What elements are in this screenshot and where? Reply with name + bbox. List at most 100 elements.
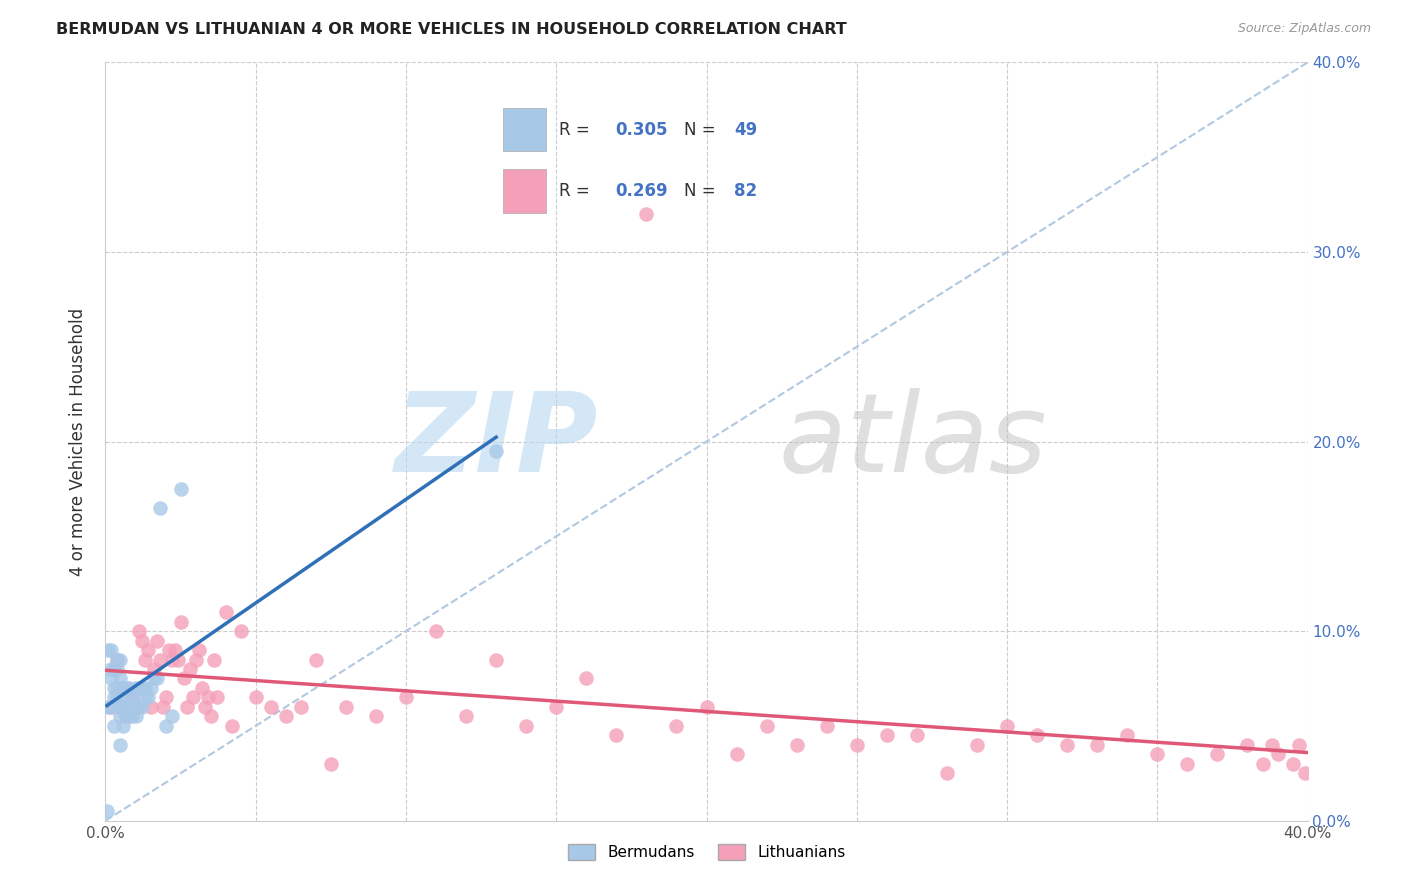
Point xyxy=(107,652,129,666)
Point xyxy=(160,709,183,723)
Point xyxy=(145,633,167,648)
Point xyxy=(181,690,204,705)
Point xyxy=(319,756,342,771)
Point xyxy=(136,643,159,657)
Point xyxy=(148,652,170,666)
Point xyxy=(815,719,838,733)
Point xyxy=(260,699,283,714)
Point xyxy=(112,681,135,695)
Point xyxy=(103,681,125,695)
Point xyxy=(110,699,132,714)
Point xyxy=(110,738,132,752)
Point xyxy=(155,690,177,705)
Point xyxy=(118,690,141,705)
Point xyxy=(100,643,122,657)
Point xyxy=(1267,747,1289,762)
Point xyxy=(118,681,141,695)
Point xyxy=(128,699,150,714)
Point xyxy=(755,719,778,733)
Point xyxy=(214,605,236,619)
Point xyxy=(1288,738,1310,752)
Point xyxy=(115,709,138,723)
Text: Source: ZipAtlas.com: Source: ZipAtlas.com xyxy=(1237,22,1371,36)
Point xyxy=(142,662,165,676)
Point xyxy=(1260,738,1282,752)
Point xyxy=(696,699,718,714)
Point xyxy=(142,672,165,686)
Point xyxy=(100,672,122,686)
Point xyxy=(134,681,156,695)
Point xyxy=(605,728,627,742)
Point xyxy=(103,719,125,733)
Point xyxy=(131,681,153,695)
Point xyxy=(115,709,138,723)
Point xyxy=(364,709,387,723)
Point xyxy=(160,652,183,666)
Point xyxy=(96,804,118,818)
Point xyxy=(124,699,146,714)
Point xyxy=(274,709,297,723)
Point xyxy=(131,699,153,714)
Point xyxy=(229,624,252,639)
Legend: Bermudans, Lithuanians: Bermudans, Lithuanians xyxy=(561,838,852,866)
Point xyxy=(124,709,146,723)
Point xyxy=(145,672,167,686)
Point xyxy=(110,652,132,666)
Point xyxy=(876,728,898,742)
Point xyxy=(205,690,228,705)
Point xyxy=(665,719,688,733)
Point xyxy=(112,681,135,695)
Point xyxy=(112,719,135,733)
Point xyxy=(395,690,418,705)
Point xyxy=(905,728,928,742)
Point xyxy=(110,672,132,686)
Point xyxy=(187,643,209,657)
Point xyxy=(202,652,225,666)
Point xyxy=(121,709,143,723)
Point xyxy=(128,624,150,639)
Point xyxy=(121,690,143,705)
Point xyxy=(636,207,658,221)
Point xyxy=(515,719,537,733)
Point xyxy=(1281,756,1303,771)
Point xyxy=(148,500,170,515)
Point xyxy=(103,662,125,676)
Point xyxy=(107,662,129,676)
Point xyxy=(103,662,125,676)
Point xyxy=(112,699,135,714)
Point xyxy=(456,709,478,723)
Point xyxy=(485,652,508,666)
Point xyxy=(134,690,156,705)
Point xyxy=(118,709,141,723)
Point xyxy=(110,699,132,714)
Point xyxy=(1177,756,1199,771)
Point xyxy=(179,662,201,676)
Point xyxy=(176,699,198,714)
Point xyxy=(190,681,212,695)
Point xyxy=(936,766,959,780)
Text: atlas: atlas xyxy=(779,388,1047,495)
Point xyxy=(100,699,122,714)
Point xyxy=(1056,738,1078,752)
Point xyxy=(97,699,120,714)
Point xyxy=(1294,766,1316,780)
Point xyxy=(1251,756,1274,771)
Point xyxy=(157,643,180,657)
Point xyxy=(107,652,129,666)
Point xyxy=(169,615,191,629)
Point xyxy=(786,738,808,752)
Point xyxy=(1206,747,1229,762)
Point xyxy=(290,699,312,714)
Point xyxy=(155,719,177,733)
Point xyxy=(169,482,191,496)
Point xyxy=(221,719,243,733)
Point xyxy=(128,681,150,695)
Point xyxy=(1026,728,1049,742)
Point xyxy=(103,690,125,705)
Point xyxy=(100,662,122,676)
Point xyxy=(966,738,988,752)
Point xyxy=(200,709,222,723)
Point xyxy=(245,690,267,705)
Point xyxy=(173,672,195,686)
Point xyxy=(546,699,568,714)
